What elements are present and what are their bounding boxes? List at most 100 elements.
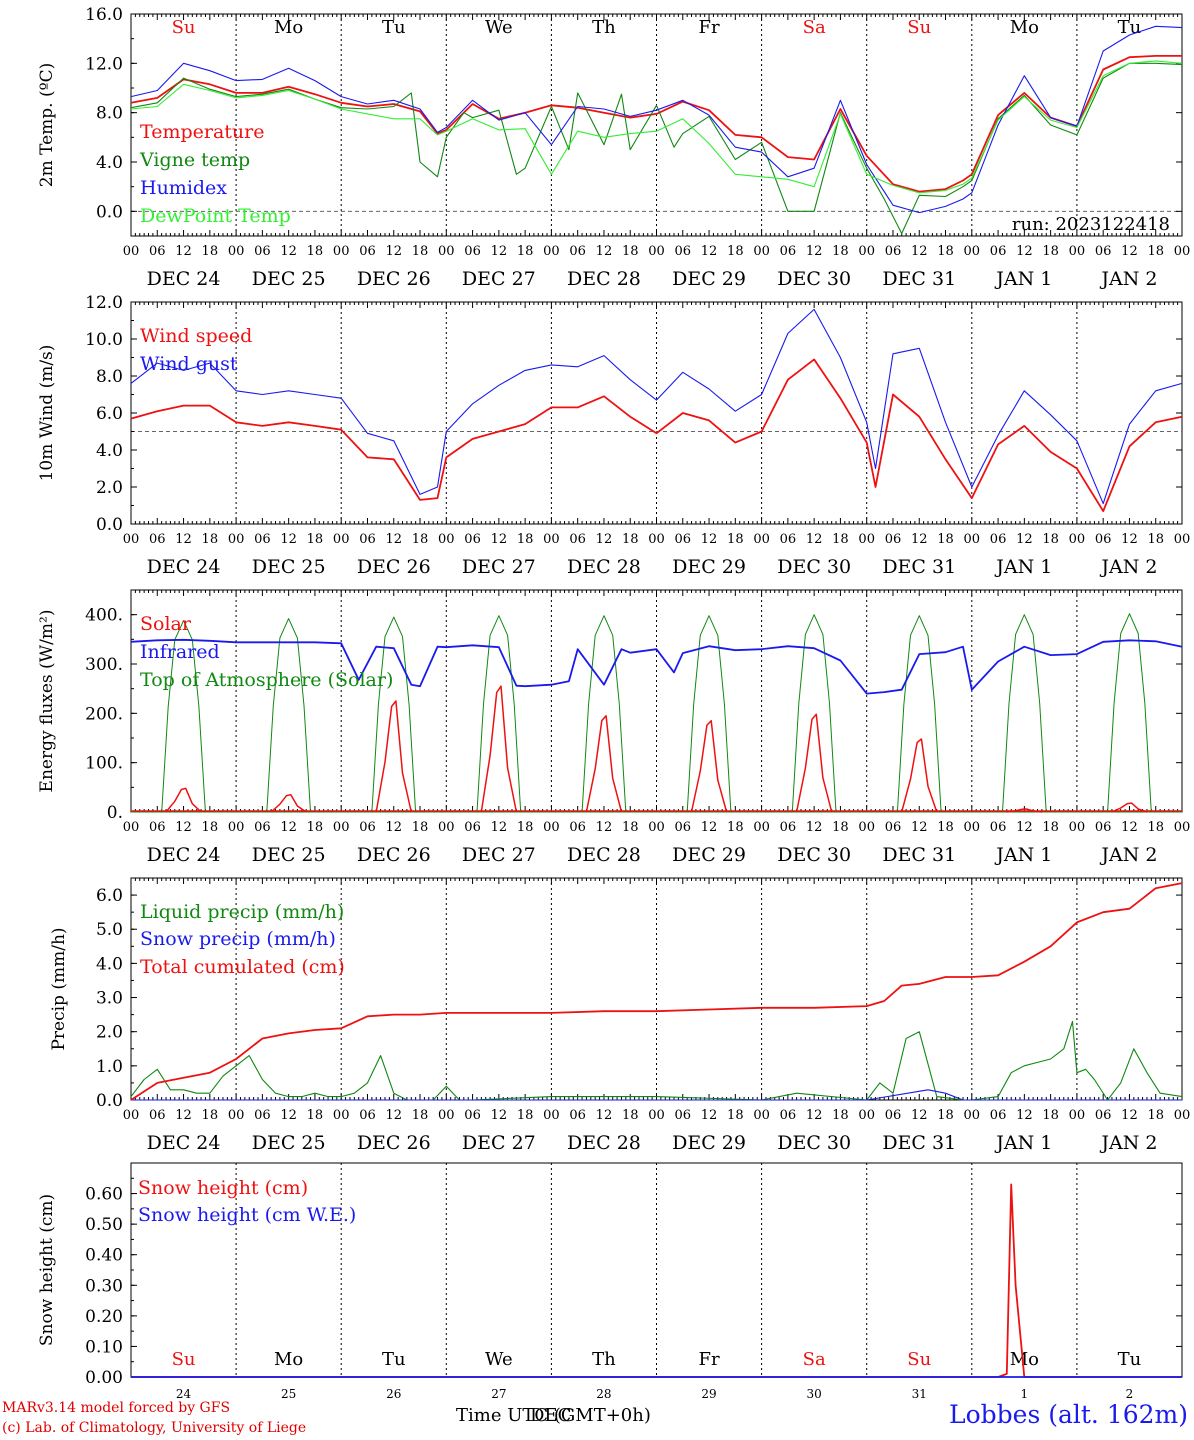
day-label: JAN 2	[1099, 556, 1157, 578]
temperature-line	[130, 55, 1182, 193]
hour-tick-label: 06	[1095, 1108, 1112, 1123]
hour-tick-label: 18	[307, 532, 324, 547]
panel-energy: 400. 300. 200. 100. 0. Energy fluxes (W/m²) 00…	[37, 589, 1190, 866]
day-label: DEC 26	[357, 556, 431, 578]
day-label: DEC 27	[462, 268, 536, 290]
weekday-label: Mo	[274, 17, 303, 38]
day-label: DEC 27	[462, 556, 536, 578]
y-tick-label: 0.40	[85, 1246, 123, 1266]
hour-tick-label: 12	[385, 532, 402, 547]
total-cumulated-cm-line	[130, 882, 1183, 1101]
hour-tick-label: 12	[280, 532, 297, 547]
y-tick-label: 0.0	[96, 515, 123, 535]
day-label: DEC 26	[357, 268, 431, 290]
hour-tick-label: 18	[832, 820, 849, 835]
legend-entry: Total cumulated (cm)	[140, 956, 345, 978]
hour-tick-label: 12	[280, 820, 297, 835]
hour-tick-label: 18	[412, 244, 429, 259]
hour-tick-label: 06	[780, 820, 797, 835]
hour-tick-label: 18	[832, 1108, 849, 1123]
y-tick-label: 0.50	[85, 1215, 123, 1235]
hour-tick-label: 12	[175, 532, 192, 547]
hour-tick-label: 00	[543, 820, 560, 835]
humidex-line	[130, 25, 1183, 214]
hour-tick-label: 18	[622, 244, 639, 259]
hour-tick-label: 06	[254, 820, 271, 835]
hour-tick-label: 18	[412, 532, 429, 547]
toa-solar-curve	[686, 615, 732, 813]
legend-entry: Infrared	[140, 641, 220, 663]
y-axis-label: Precip (mm/h)	[49, 927, 69, 1050]
hour-tick-label: 18	[202, 244, 219, 259]
hour-tick-label: 00	[858, 244, 875, 259]
hour-tick-label: 06	[780, 532, 797, 547]
y-tick-label: 300.	[85, 655, 123, 675]
hour-tick-label: 12	[175, 820, 192, 835]
hour-tick-label: 18	[517, 1108, 534, 1123]
hour-tick-label: 06	[464, 532, 481, 547]
hour-tick-label: 18	[517, 820, 534, 835]
hour-tick-label: 06	[885, 244, 902, 259]
day-label: JAN 1	[994, 268, 1052, 290]
weekday-label: Su	[172, 1349, 196, 1370]
hour-tick-label: 18	[1042, 244, 1059, 259]
hour-tick-label: 12	[596, 1108, 613, 1123]
hour-tick-label: 00	[543, 1108, 560, 1123]
day-label: DEC 30	[777, 1132, 851, 1154]
hour-tick-label: 18	[622, 532, 639, 547]
weekday-label: Fr	[699, 17, 720, 38]
hour-tick-label: 12	[806, 244, 823, 259]
hour-tick-label: 06	[359, 820, 376, 835]
hour-tick-label: 12	[911, 1108, 928, 1123]
hour-tick-label: 06	[885, 1108, 902, 1123]
hour-tick-label: 12	[1121, 820, 1138, 835]
hour-tick-label: 00	[228, 244, 245, 259]
y-tick-label: 2.0	[96, 478, 123, 498]
hour-tick-label: 12	[280, 1108, 297, 1123]
run-label: run: 2023122418	[1012, 214, 1170, 235]
hour-tick-label: 12	[1121, 244, 1138, 259]
hour-tick-label: 00	[123, 532, 140, 547]
y-tick-label: 0.60	[85, 1185, 123, 1205]
legend-entry: Snow precip (mm/h)	[140, 928, 336, 950]
y-tick-label: 4.0	[96, 954, 123, 974]
solar-curve	[165, 787, 202, 813]
toa-solar-curve	[476, 615, 522, 813]
hour-tick-label: 12	[175, 1108, 192, 1123]
y-tick-label: 3.0	[96, 989, 123, 1009]
hour-tick-label: 06	[254, 532, 271, 547]
solar-curve	[480, 685, 518, 813]
hour-tick-label: 06	[149, 820, 166, 835]
y-tick-label: 5.0	[96, 920, 123, 940]
day-number-label: 27	[491, 1387, 506, 1401]
hour-tick-label: 00	[1069, 244, 1086, 259]
hour-tick-label: 06	[149, 1108, 166, 1123]
solar-curve	[900, 738, 938, 813]
weekday-label: Tu	[1118, 1349, 1142, 1370]
hour-tick-label: 06	[569, 244, 586, 259]
x-axis-title: Time UTC (GMT+0h)	[456, 1405, 651, 1426]
hour-tick-label: 06	[359, 1108, 376, 1123]
y-tick-label: 1.0	[96, 1057, 123, 1077]
day-label: DEC 29	[672, 268, 746, 290]
y-tick-label: 6.0	[96, 404, 123, 424]
hour-tick-label: 06	[675, 1108, 692, 1123]
hour-tick-label: 12	[911, 820, 928, 835]
hour-tick-label: 18	[727, 1108, 744, 1123]
hour-tick-label: 06	[1095, 820, 1112, 835]
legend-entry: Temperature	[140, 121, 264, 143]
y-tick-label: 8.0	[96, 367, 123, 387]
hour-tick-label: 18	[1042, 1108, 1059, 1123]
hour-tick-label: 12	[596, 532, 613, 547]
hour-tick-label: 06	[885, 532, 902, 547]
hour-tick-label: 18	[622, 1108, 639, 1123]
weekday-label: Th	[592, 17, 616, 38]
hour-tick-label: 18	[1147, 244, 1164, 259]
hour-tick-label: 00	[438, 244, 455, 259]
hour-tick-label: 00	[1174, 1108, 1191, 1123]
hour-tick-label: 00	[123, 820, 140, 835]
hour-tick-label: 00	[753, 244, 770, 259]
day-label: DEC 25	[252, 844, 326, 866]
model-credit: MARv3.14 model forced by GFS	[2, 1400, 231, 1416]
day-label: DEC 30	[777, 268, 851, 290]
